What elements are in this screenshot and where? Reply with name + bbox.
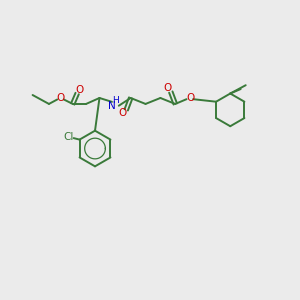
Text: O: O [75,85,84,95]
Text: O: O [57,93,65,103]
Text: O: O [186,93,194,103]
Text: H: H [112,97,119,106]
Text: O: O [118,108,127,118]
Text: O: O [163,83,171,94]
Text: Cl: Cl [63,132,74,142]
Text: N: N [108,101,116,111]
